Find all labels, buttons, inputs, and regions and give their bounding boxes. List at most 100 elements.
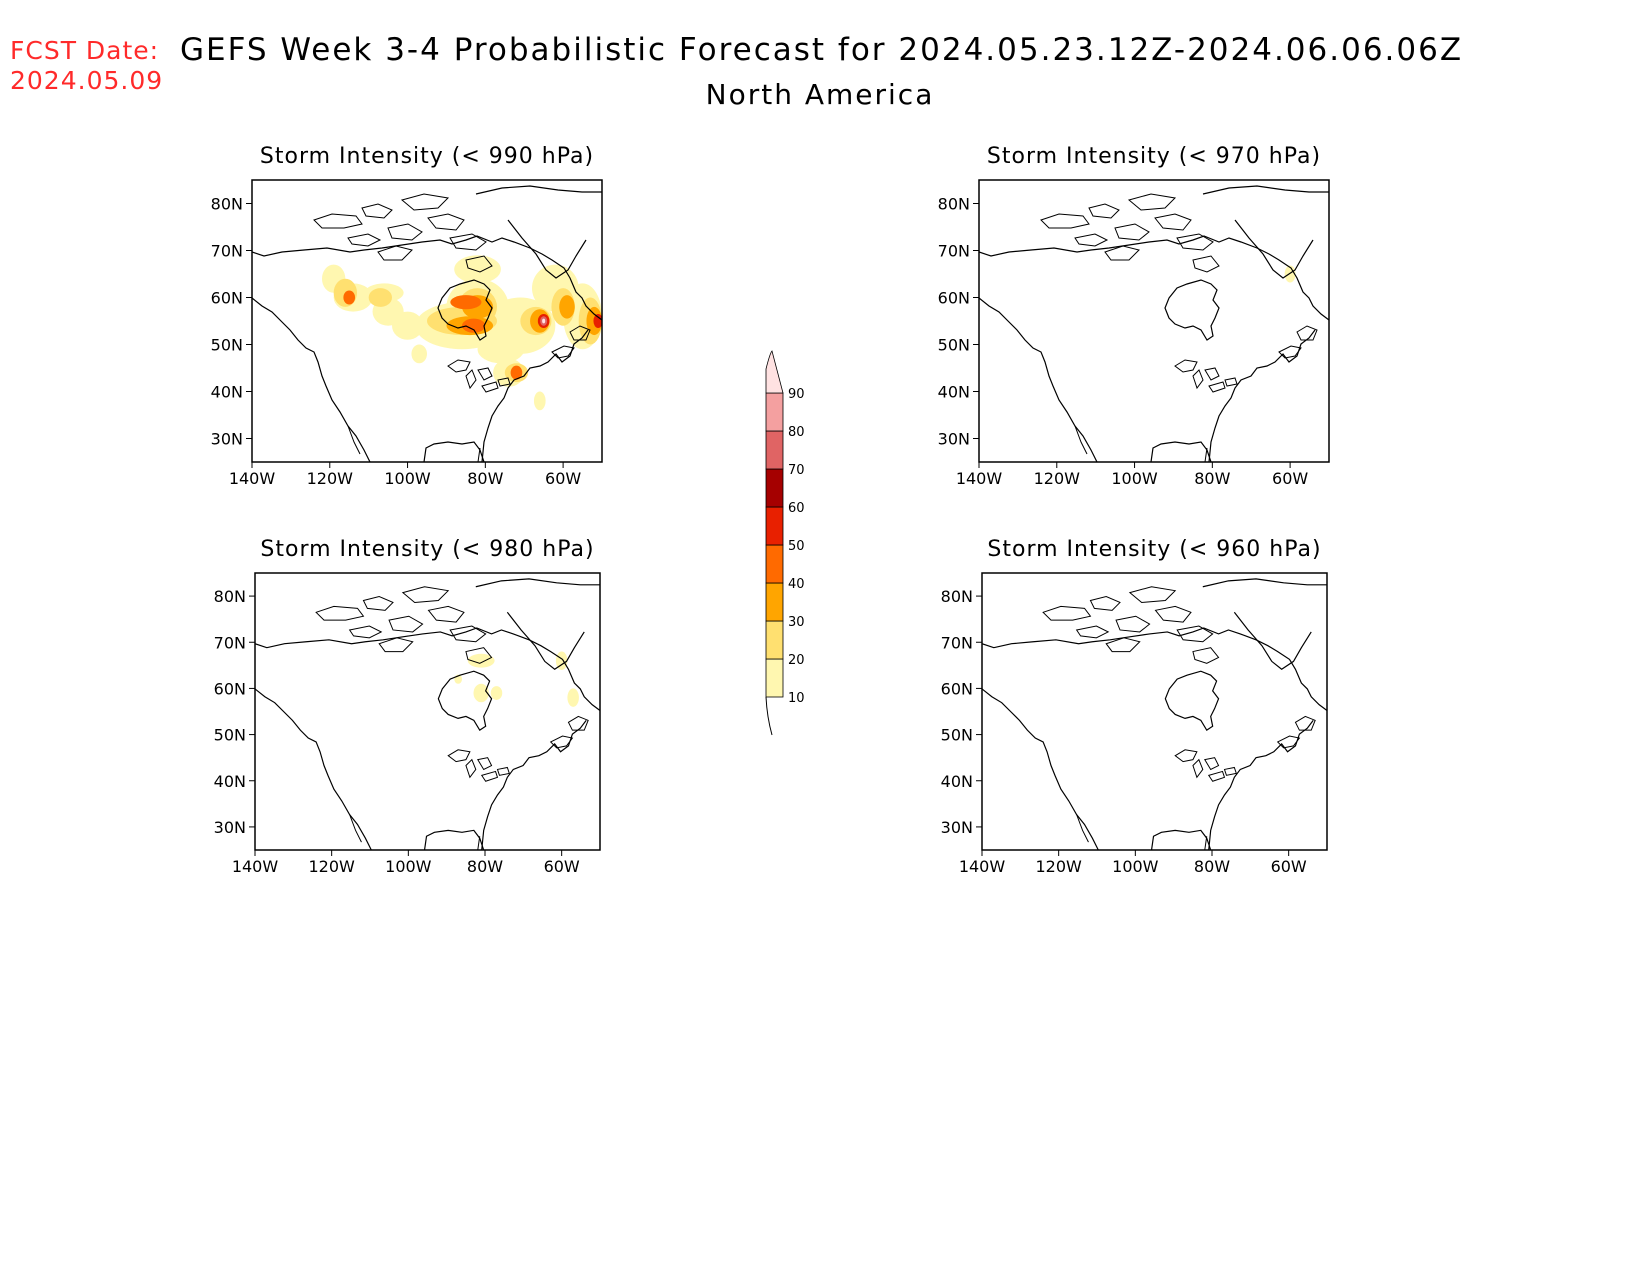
probability-area-20 bbox=[368, 288, 393, 307]
lat-tick-label: 40N bbox=[941, 772, 973, 791]
colorbar-segment bbox=[765, 350, 784, 394]
lat-tick-label: 70N bbox=[938, 242, 970, 261]
lon-tick-label: 60W bbox=[544, 857, 580, 876]
lat-tick-label: 30N bbox=[214, 818, 246, 837]
lon-tick-label: 100W bbox=[384, 469, 431, 488]
lat-tick-label: 80N bbox=[211, 195, 243, 214]
map-panel-p970: Storm Intensity (< 970 hPa) 30N 40N 50N 60N 7… bbox=[938, 144, 1330, 488]
lon-tick-label: 120W bbox=[1034, 469, 1081, 488]
probability-area-40 bbox=[510, 365, 523, 380]
lat-tick-label: 30N bbox=[941, 818, 973, 837]
lat-tick-label: 40N bbox=[938, 383, 970, 402]
forecast-date-label: FCST Date: bbox=[10, 36, 160, 65]
probability-area-10 bbox=[533, 391, 546, 411]
lon-tick-label: 60W bbox=[1272, 469, 1308, 488]
colorbar-segment bbox=[765, 430, 784, 470]
lon-tick-label: 120W bbox=[308, 857, 355, 876]
panels-layer: Storm Intensity (< 990 hPa) 30N 40N 50N 60N 7… bbox=[211, 144, 1330, 876]
probability-area-30 bbox=[559, 295, 575, 319]
lat-tick-label: 40N bbox=[211, 383, 243, 402]
colorbar-label: 70 bbox=[788, 463, 805, 478]
colorbar-label: 50 bbox=[788, 539, 805, 554]
lon-tick-label: 60W bbox=[545, 469, 581, 488]
lat-tick-label: 60N bbox=[214, 679, 246, 698]
lon-tick-label: 140W bbox=[229, 469, 276, 488]
panel-title: Storm Intensity (< 970 hPa) bbox=[987, 144, 1321, 169]
colorbar-label: 60 bbox=[788, 501, 805, 516]
map-panel-p980: Storm Intensity (< 980 hPa) 30N 40N 50N 60N 7… bbox=[214, 537, 601, 876]
probability-area-10 bbox=[467, 653, 495, 668]
lat-tick-label: 50N bbox=[938, 336, 970, 355]
colorbar-segment bbox=[765, 468, 784, 508]
lat-tick-label: 50N bbox=[214, 726, 246, 745]
probability-area-90 bbox=[542, 318, 546, 324]
colorbar-segment bbox=[765, 658, 784, 698]
lat-tick-label: 40N bbox=[214, 772, 246, 791]
colorbar-segment bbox=[765, 620, 784, 660]
lat-tick-label: 70N bbox=[211, 242, 243, 261]
lon-tick-label: 80W bbox=[1194, 469, 1230, 488]
map-frame bbox=[251, 179, 603, 463]
probability-area-40 bbox=[343, 290, 356, 305]
lon-tick-label: 80W bbox=[1194, 857, 1230, 876]
map-frame bbox=[981, 572, 1328, 851]
lon-tick-label: 80W bbox=[467, 857, 503, 876]
lat-tick-label: 70N bbox=[214, 633, 246, 652]
probability-area-10 bbox=[392, 311, 424, 340]
lon-tick-label: 140W bbox=[959, 857, 1006, 876]
panel-title: Storm Intensity (< 990 hPa) bbox=[260, 144, 594, 169]
map-frame bbox=[254, 572, 601, 851]
lat-tick-label: 60N bbox=[211, 289, 243, 308]
colorbar-label: 90 bbox=[788, 387, 805, 402]
lon-tick-label: 140W bbox=[956, 469, 1003, 488]
forecast-date-value: 2024.05.09 bbox=[10, 66, 164, 95]
colorbar-label: 30 bbox=[788, 615, 805, 630]
colorbar-segment bbox=[765, 392, 784, 432]
colorbar-label: 10 bbox=[788, 691, 805, 706]
colorbar-segment bbox=[765, 544, 784, 584]
coastline bbox=[982, 578, 1327, 850]
colorbar-bottom-cap bbox=[765, 696, 773, 736]
lat-tick-label: 80N bbox=[938, 195, 970, 214]
lat-tick-label: 80N bbox=[941, 587, 973, 606]
lon-tick-label: 100W bbox=[385, 857, 432, 876]
probability-area-10 bbox=[490, 686, 503, 700]
lon-tick-label: 140W bbox=[232, 857, 279, 876]
figure-title: GEFS Week 3-4 Probabilistic Forecast for… bbox=[180, 32, 1464, 68]
lon-tick-label: 120W bbox=[1035, 857, 1082, 876]
lat-tick-label: 30N bbox=[938, 430, 970, 449]
lat-tick-label: 80N bbox=[214, 587, 246, 606]
coastline bbox=[255, 578, 600, 850]
lon-tick-label: 100W bbox=[1112, 857, 1159, 876]
lon-tick-label: 120W bbox=[307, 469, 354, 488]
colorbar-label: 80 bbox=[788, 425, 805, 440]
map-panel-p960: Storm Intensity (< 960 hPa) 30N 40N 50N 60N 7… bbox=[941, 537, 1328, 876]
lat-tick-label: 50N bbox=[211, 336, 243, 355]
probability-area-10 bbox=[1284, 265, 1296, 283]
lon-tick-label: 80W bbox=[467, 469, 503, 488]
lat-tick-label: 60N bbox=[941, 679, 973, 698]
colorbar-segment bbox=[765, 582, 784, 622]
colorbar-segment bbox=[765, 506, 784, 546]
probability-area-10 bbox=[454, 255, 501, 284]
map-frame bbox=[978, 179, 1330, 463]
lon-tick-label: 60W bbox=[1271, 857, 1307, 876]
probability-area-10 bbox=[473, 683, 489, 703]
colorbar: 10 20 30 40 50 60 70 80 90 bbox=[765, 350, 805, 736]
lat-tick-label: 30N bbox=[211, 430, 243, 449]
probability-area-50 bbox=[593, 313, 602, 329]
lat-tick-label: 50N bbox=[941, 726, 973, 745]
probability-area-40 bbox=[462, 318, 486, 333]
map-panel-p990: Storm Intensity (< 990 hPa) 30N 40N 50N 60N 7… bbox=[211, 144, 603, 488]
figure-subtitle: North America bbox=[705, 78, 935, 111]
coastline bbox=[979, 185, 1329, 462]
lon-tick-label: 100W bbox=[1111, 469, 1158, 488]
colorbar-label: 20 bbox=[788, 653, 805, 668]
forecast-date-block: FCST Date: 2024.05.09 bbox=[10, 36, 163, 96]
lat-tick-label: 70N bbox=[941, 633, 973, 652]
probability-area-10 bbox=[555, 651, 568, 670]
probability-area-40 bbox=[450, 295, 482, 310]
panel-title: Storm Intensity (< 960 hPa) bbox=[987, 537, 1321, 562]
probability-area-10 bbox=[567, 688, 579, 707]
